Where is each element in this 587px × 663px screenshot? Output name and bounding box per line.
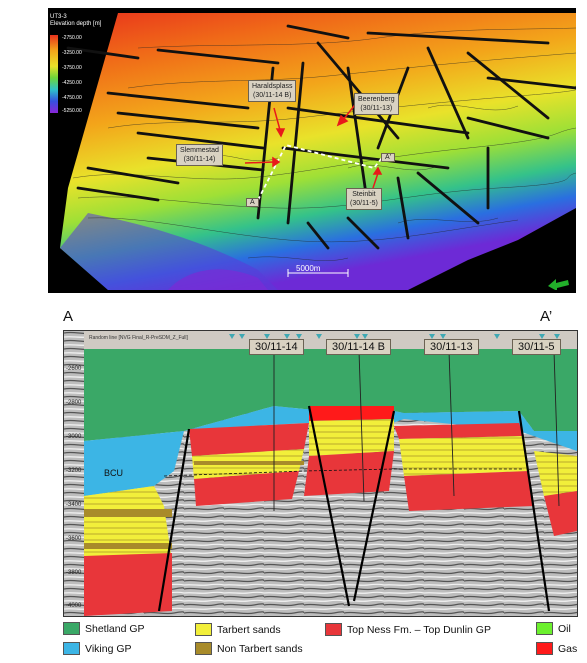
well-callout-haraldsplass: Haraldsplass (30/11-14 B) [248,80,297,102]
well-label-30-11-14: 30/11-14 [249,339,304,355]
point-a-label: A [246,198,259,207]
legend-swatch [195,642,212,655]
legend-item-gas: Gas [536,642,577,655]
legend-swatch [536,622,553,635]
scale-bar-label: 5000m [296,264,321,273]
colorbar-label: -3750.00 [62,65,82,71]
legend-label: Gas [558,642,578,655]
seismic-section-panel: Random line [NVG Final_R-PreSDM_Z_Full] … [63,330,578,617]
depth-map-panel: UT3-3 Elevation depth [m] -2750.00 -3250… [48,8,576,293]
colorbar-label: -4250.00 [62,80,82,86]
well-name: Beerenberg [358,96,395,103]
depth-tick: -4000 [66,603,82,609]
legend-label: Shetland GP [85,622,145,635]
legend-label: Oil [558,622,571,635]
colorbar-label: -2750.00 [62,35,82,41]
legend-item-tarbert: Tarbert sands [195,623,281,636]
colorbar-title: UT3-3 [50,14,67,20]
colorbar-subtitle: Elevation depth [m] [50,21,102,27]
well-id: (30/11-5) [350,200,378,207]
well-id: (30/11-14 B) [253,92,292,99]
colorbar-label: -5250.00 [62,108,82,114]
green-arrow-icon [548,279,569,290]
legend-label: Top Ness Fm. – Top Dunlin GP [347,623,491,636]
section-end-a-prime: A’ [540,308,553,325]
section-end-a: A [63,308,74,325]
legend-item-oil: Oil [536,622,571,635]
depth-tick: -3800 [66,570,82,576]
well-id: (30/11-14) [183,156,216,163]
well-label-30-11-5: 30/11-5 [512,339,561,355]
well-name: Haraldsplass [252,83,293,90]
depth-tick: -3000 [66,434,82,440]
depth-tick: -2800 [66,400,82,406]
legend-swatch [63,622,80,635]
legend-item-shetland: Shetland GP [63,622,145,635]
well-name: Slemmestad [180,147,219,154]
depth-tick: -3400 [66,502,82,508]
legend-swatch [325,623,342,636]
well-callout-beerenberg: Beerenberg (30/11-13) [354,93,399,115]
well-id: (30/11-13) [360,105,393,112]
legend: Shetland GP Viking GP Tarbert sands Non … [63,618,577,663]
legend-label: Non Tarbert sands [217,642,303,655]
bcu-label: BCU [104,468,124,478]
legend-swatch [195,623,212,636]
well-callout-steinbit: Steinbit (30/11-5) [346,188,382,210]
legend-label: Viking GP [85,642,132,655]
legend-item-viking: Viking GP [63,642,132,655]
depth-tick: -3600 [66,536,82,542]
colorbar-label: -4750.00 [62,95,82,101]
colorbar-label: -3250.00 [62,50,82,56]
well-callout-slemmestad: Slemmestad (30/11-14) [176,144,223,166]
point-a-prime-label: A' [381,153,396,162]
section-ribbon-text: Random line [NVG Final_R-PreSDM_Z_Full] [89,335,188,341]
legend-label: Tarbert sands [217,623,281,636]
legend-item-non-tarbert: Non Tarbert sands [195,642,303,655]
well-label-30-11-14b: 30/11-14 B [326,339,392,355]
well-name: Steinbit [352,191,376,198]
depth-tick: -2600 [66,366,82,372]
legend-item-ness-dunlin: Top Ness Fm. – Top Dunlin GP [325,623,491,636]
well-label-30-11-13: 30/11-13 [424,339,479,355]
depth-tick: -3200 [66,468,82,474]
legend-swatch [536,642,553,655]
legend-swatch [63,642,80,655]
seismic-section-graphic [64,331,577,616]
depth-map-graphic [50,13,576,290]
